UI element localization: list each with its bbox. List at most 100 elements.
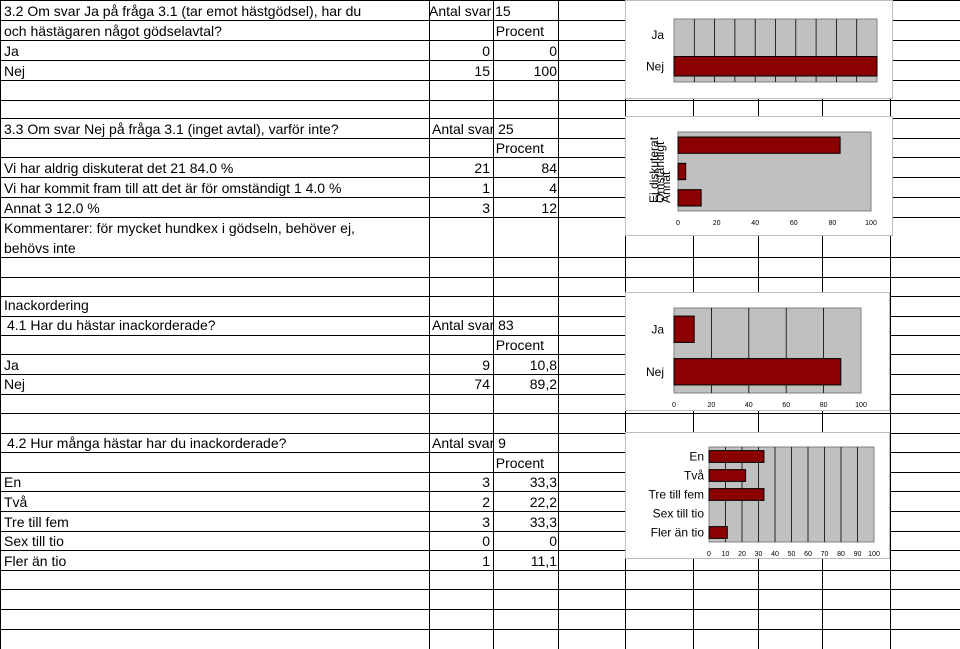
bar bbox=[708, 488, 765, 501]
answer-count: Antal svar 15 bbox=[429, 3, 511, 19]
row-percent: 33,3 bbox=[529, 474, 557, 490]
row-label: Tre till fem bbox=[4, 514, 69, 530]
category-label: Omständigt bbox=[653, 141, 667, 203]
tick-label: 100 bbox=[855, 402, 867, 409]
row-count: 3 bbox=[482, 474, 490, 490]
section-title: 4.2 Hur många hästar har du inackorderad… bbox=[7, 435, 287, 451]
bar bbox=[677, 162, 687, 181]
row-percent: 33,3 bbox=[529, 514, 557, 530]
chart-3-3: 0 20 40 60 80 100 Ej diskuterat Omständigt Annat bbox=[625, 116, 893, 236]
tick-label: 0 bbox=[676, 220, 680, 227]
row-label: Annat 3 12.0 % bbox=[4, 200, 100, 216]
row-percent: 12 bbox=[541, 200, 557, 216]
tick-label: 60 bbox=[782, 402, 790, 409]
row-label: Ja bbox=[4, 357, 19, 373]
bar bbox=[677, 136, 841, 154]
tick-label: 0 bbox=[707, 551, 711, 558]
section-title: 4.1 Har du hästar inackorderade? bbox=[7, 317, 216, 333]
chart-3-2: Ja Nej bbox=[625, 0, 893, 99]
category-label: Nej bbox=[646, 59, 664, 73]
tick-label: 70 bbox=[821, 551, 829, 558]
tick-label: 90 bbox=[854, 551, 862, 558]
bar bbox=[673, 315, 695, 343]
row-count: 0 bbox=[482, 43, 490, 59]
category-label: Ja bbox=[651, 28, 664, 42]
row-label: En bbox=[4, 474, 22, 490]
tick-label: 30 bbox=[755, 551, 763, 558]
row-label: Vi har kommit fram till att det är för o… bbox=[4, 180, 342, 196]
row-count: 1 bbox=[482, 553, 490, 569]
row-percent: 22,2 bbox=[529, 494, 557, 510]
category-label: Ej diskuterat bbox=[647, 136, 661, 203]
tick-label: 0 bbox=[672, 402, 676, 409]
row-label: Nej bbox=[4, 376, 26, 392]
procent-header: Procent bbox=[495, 455, 544, 471]
row-label: Nej bbox=[4, 63, 26, 79]
section-heading: Inackordering bbox=[4, 297, 89, 313]
tick-label: 40 bbox=[745, 402, 753, 409]
answer-count: Antal svar 9 bbox=[432, 435, 506, 451]
tick-label: 80 bbox=[820, 402, 828, 409]
row-count: 21 bbox=[474, 160, 490, 176]
answer-count: Antal svar 25 bbox=[432, 121, 514, 137]
tick-label: 10 bbox=[722, 551, 730, 558]
bar bbox=[708, 469, 747, 482]
tick-label: 80 bbox=[829, 220, 837, 227]
category-label: Fler än tio bbox=[651, 526, 705, 540]
chart-4-2: 0 10 20 30 40 50 60 70 80 90 100 En Två Tre till fem S… bbox=[625, 432, 890, 559]
row-percent: 89,2 bbox=[529, 376, 557, 392]
row-count: 74 bbox=[474, 376, 490, 392]
row-percent: 0 bbox=[549, 533, 557, 549]
chart-4-1: 0 20 40 60 80 100 Ja Nej bbox=[625, 292, 890, 411]
category-label: Två bbox=[684, 469, 704, 483]
bar bbox=[673, 55, 878, 77]
row-count: 15 bbox=[474, 63, 490, 79]
category-label: Annat bbox=[659, 171, 673, 203]
row-label: Fler än tio bbox=[4, 553, 67, 569]
category-label: En bbox=[689, 450, 704, 464]
tick-label: 100 bbox=[865, 220, 877, 227]
row-percent: 0 bbox=[549, 43, 557, 59]
tick-label: 80 bbox=[837, 551, 845, 558]
comment-text: Kommentarer: för mycket hundkex i gödsel… bbox=[4, 220, 355, 236]
bar bbox=[708, 526, 728, 539]
answer-count: Antal svar 83 bbox=[432, 317, 514, 333]
tick-label: 20 bbox=[738, 551, 746, 558]
row-percent: 10,8 bbox=[529, 357, 557, 373]
procent-header: Procent bbox=[495, 337, 544, 353]
row-label: Sex till tio bbox=[4, 533, 64, 549]
row-percent: 4 bbox=[549, 180, 557, 196]
tick-label: 40 bbox=[771, 551, 779, 558]
section-title-cont: och hästägaren något gödselavtal? bbox=[4, 23, 222, 39]
row-count: 1 bbox=[482, 180, 490, 196]
category-label: Sex till tio bbox=[653, 507, 705, 521]
tick-label: 20 bbox=[708, 402, 716, 409]
tick-label: 60 bbox=[804, 551, 812, 558]
tick-label: 20 bbox=[713, 220, 721, 227]
tick-label: 40 bbox=[751, 220, 759, 227]
category-label: Tre till fem bbox=[648, 488, 704, 502]
procent-header: Procent bbox=[495, 23, 544, 39]
row-count: 0 bbox=[482, 533, 490, 549]
row-percent: 84 bbox=[541, 160, 557, 176]
row-label: Ja bbox=[4, 43, 19, 59]
row-count: 9 bbox=[482, 357, 490, 373]
bar bbox=[677, 189, 702, 207]
row-count: 3 bbox=[482, 514, 490, 530]
row-label: Två bbox=[4, 494, 28, 510]
row-count: 2 bbox=[482, 494, 490, 510]
procent-header: Procent bbox=[495, 140, 544, 156]
row-count: 3 bbox=[482, 200, 490, 216]
tick-label: 60 bbox=[790, 220, 798, 227]
row-percent: 100 bbox=[533, 63, 557, 79]
category-label: Ja bbox=[651, 322, 664, 336]
row-percent: 11,1 bbox=[530, 553, 557, 569]
tick-label: 100 bbox=[868, 551, 880, 558]
bar bbox=[708, 450, 765, 463]
category-label: Nej bbox=[646, 365, 664, 379]
section-title: 3.3 Om svar Nej på fråga 3.1 (inget avta… bbox=[4, 121, 339, 137]
row-label: Vi har aldrig diskuterat det 21 84.0 % bbox=[4, 160, 234, 176]
bar bbox=[673, 358, 842, 386]
section-title: 3.2 Om svar Ja på fråga 3.1 (tar emot hä… bbox=[4, 3, 362, 19]
comment-text-cont: behövs inte bbox=[4, 240, 76, 256]
